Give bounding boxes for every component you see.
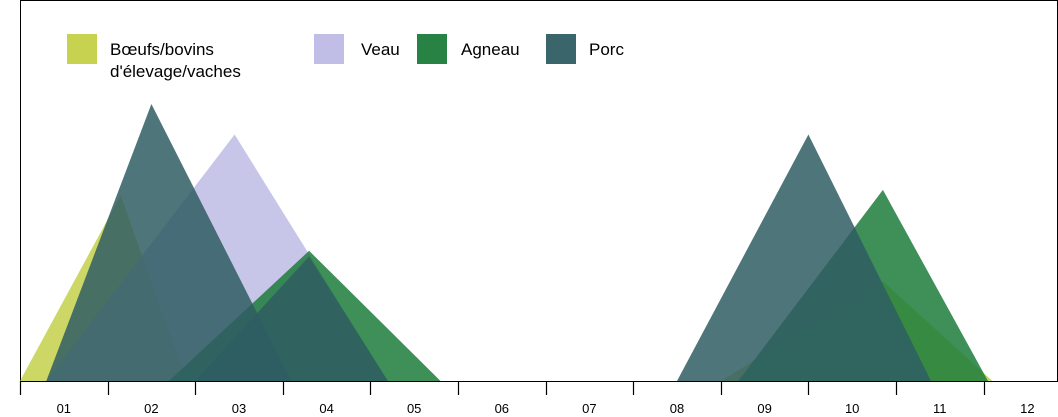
legend-label-1: Veau [361, 40, 400, 59]
x-tick-label: 09 [757, 401, 771, 416]
x-tick-label: 01 [57, 401, 71, 416]
area-series-3-shape-1 [195, 256, 388, 381]
x-tick-label: 12 [1020, 401, 1034, 416]
x-axis: 01 02 03 04 05 06 07 08 09 10 11 12 [19, 381, 1058, 416]
legend-swatch-3 [546, 34, 576, 64]
area-series-3-shape-2 [677, 134, 931, 381]
x-tick-label: 05 [407, 401, 421, 416]
x-tick-label: 10 [845, 401, 859, 416]
legend-swatch-0 [67, 34, 97, 64]
legend-label-2: Agneau [461, 40, 520, 59]
legend: Bœufs/bovins d'élevage/vaches Veau Agneau Po… [67, 34, 624, 81]
x-tick-label: 07 [582, 401, 596, 416]
legend-label-0: Bœufs/bovins d'élevage/vaches [110, 40, 241, 81]
chart-areas [20, 104, 993, 381]
area-series-3-shape-0 [46, 104, 292, 381]
legend-swatch-2 [417, 34, 447, 64]
legend-label-3: Porc [589, 40, 624, 59]
x-tick-label: 04 [319, 401, 333, 416]
legend-swatch-1 [314, 34, 344, 64]
x-tick-label: 02 [144, 401, 158, 416]
x-tick-label: 06 [495, 401, 509, 416]
x-tick-label: 08 [670, 401, 684, 416]
x-tick-label: 11 [933, 401, 947, 416]
x-tick-label: 03 [232, 401, 246, 416]
